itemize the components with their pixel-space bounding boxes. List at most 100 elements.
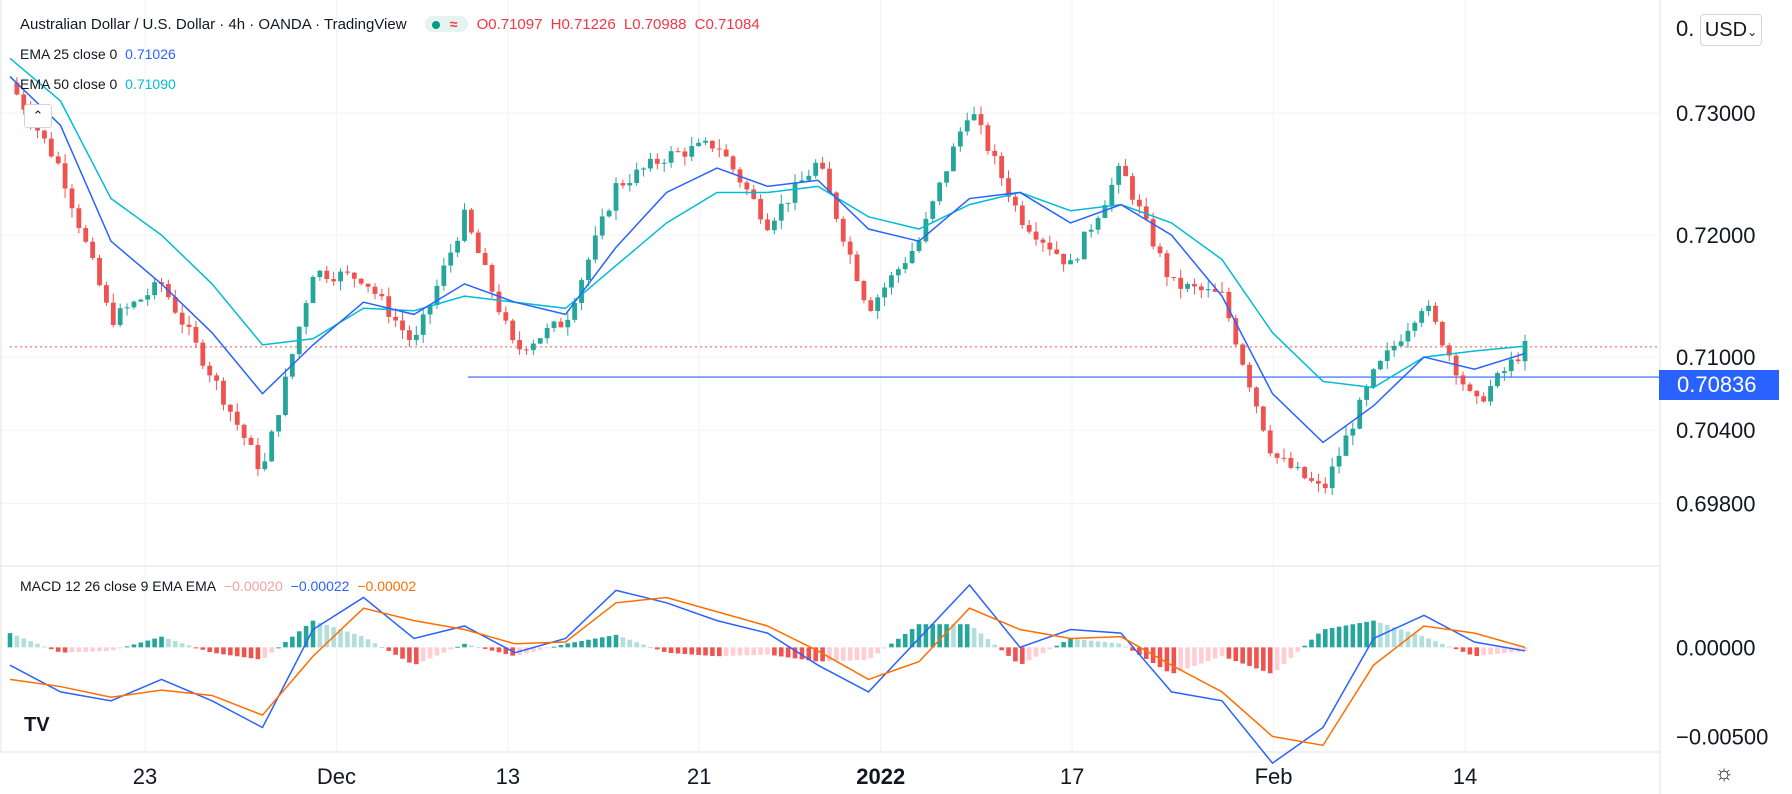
candle-up[interactable] — [441, 265, 447, 286]
candle-down[interactable] — [62, 163, 68, 189]
candle-down[interactable] — [255, 444, 261, 470]
candle-up[interactable] — [1068, 260, 1073, 265]
candle-down[interactable] — [179, 312, 185, 325]
candle-down[interactable] — [386, 296, 392, 317]
candle-down[interactable] — [1254, 387, 1259, 407]
candle-down[interactable] — [840, 218, 846, 242]
candle-up[interactable] — [1371, 369, 1376, 387]
candle-up[interactable] — [117, 308, 123, 325]
candle-down[interactable] — [1439, 321, 1445, 346]
candle-down[interactable] — [42, 130, 47, 139]
candle-down[interactable] — [351, 272, 357, 279]
candle-down[interactable] — [358, 278, 364, 284]
candle-down[interactable] — [1233, 318, 1239, 345]
ema25-line[interactable] — [9, 76, 1526, 444]
candle-down[interactable] — [1226, 291, 1232, 319]
candle-down[interactable] — [1136, 199, 1142, 207]
candle-up[interactable] — [1522, 341, 1528, 362]
candle-up[interactable] — [1081, 231, 1087, 260]
candle-down[interactable] — [1061, 253, 1067, 265]
candle-down[interactable] — [214, 375, 219, 381]
candle-down[interactable] — [55, 156, 61, 164]
symbol-title[interactable]: Australian Dollar / U.S. Dollar · 4h · O… — [20, 16, 407, 33]
candle-up[interactable] — [551, 321, 557, 329]
candle-down[interactable] — [517, 340, 522, 350]
candle-down[interactable] — [1157, 246, 1163, 254]
candle-down[interactable] — [1212, 289, 1218, 292]
candle-down[interactable] — [393, 316, 399, 321]
candle-down[interactable] — [510, 320, 516, 341]
candle-down[interactable] — [1164, 253, 1170, 278]
candle-up[interactable] — [1488, 386, 1493, 402]
candle-up[interactable] — [131, 301, 137, 308]
candle-down[interactable] — [248, 437, 254, 445]
candle-down[interactable] — [365, 283, 371, 287]
candle-up[interactable] — [875, 297, 881, 311]
market-status[interactable]: ≈ — [424, 16, 469, 32]
candle-up[interactable] — [606, 210, 612, 217]
candle-up[interactable] — [785, 202, 791, 204]
candle-down[interactable] — [110, 302, 116, 325]
candle-up[interactable] — [448, 252, 454, 266]
price-pane[interactable] — [9, 57, 1660, 496]
candle-up[interactable] — [537, 338, 543, 344]
candle-down[interactable] — [331, 279, 337, 282]
candle-down[interactable] — [827, 168, 832, 193]
candle-down[interactable] — [1267, 430, 1273, 454]
candle-up[interactable] — [276, 415, 281, 432]
macd-legend[interactable]: MACD 12 26 close 9 EMA EMA −0.00020 −0.0… — [20, 578, 420, 594]
candle-down[interactable] — [234, 411, 240, 425]
candle-down[interactable] — [1322, 483, 1328, 489]
candle-down[interactable] — [496, 291, 502, 313]
candle-down[interactable] — [221, 380, 226, 405]
candle-up[interactable] — [565, 319, 571, 328]
candle-down[interactable] — [1260, 406, 1266, 431]
ema25-legend[interactable]: EMA 25 close 0 0.71026 — [20, 46, 180, 62]
candle-down[interactable] — [1143, 206, 1149, 220]
candle-up[interactable] — [427, 305, 433, 315]
candle-down[interactable] — [1433, 305, 1438, 322]
candle-up[interactable] — [792, 182, 798, 203]
candle-down[interactable] — [675, 151, 681, 153]
candle-down[interactable] — [620, 183, 626, 186]
candle-up[interactable] — [689, 146, 695, 157]
candle-up[interactable] — [572, 302, 578, 320]
candle-up[interactable] — [696, 142, 702, 147]
candle-down[interactable] — [1281, 457, 1287, 459]
candle-down[interactable] — [1150, 219, 1156, 247]
candle-up[interactable] — [1384, 350, 1390, 361]
candle-down[interactable] — [489, 264, 495, 292]
candle-up[interactable] — [1426, 305, 1431, 312]
candle-up[interactable] — [1074, 259, 1080, 261]
candle-up[interactable] — [944, 171, 949, 183]
candle-up[interactable] — [703, 140, 708, 143]
candle-down[interactable] — [407, 330, 412, 341]
candle-up[interactable] — [310, 277, 316, 304]
candle-down[interactable] — [1123, 165, 1128, 177]
candle-up[interactable] — [1419, 311, 1425, 323]
candle-up[interactable] — [627, 183, 633, 186]
candle-up[interactable] — [613, 183, 619, 211]
candle-up[interactable] — [916, 241, 922, 251]
candle-up[interactable] — [634, 169, 640, 184]
candle-up[interactable] — [923, 218, 929, 242]
candle-down[interactable] — [978, 114, 984, 126]
candle-down[interactable] — [48, 138, 54, 157]
macd-signal-line[interactable] — [9, 596, 1526, 747]
candle-up[interactable] — [1088, 229, 1094, 232]
candle-down[interactable] — [1192, 283, 1197, 287]
candle-down[interactable] — [1198, 286, 1204, 291]
candle-down[interactable] — [83, 228, 89, 242]
candle-up[interactable] — [1205, 289, 1211, 291]
candle-down[interactable] — [1013, 196, 1018, 206]
candle-up[interactable] — [1109, 184, 1115, 206]
candle-up[interactable] — [1295, 466, 1301, 468]
candle-down[interactable] — [524, 349, 529, 351]
candle-up[interactable] — [806, 175, 812, 181]
candle-up[interactable] — [1336, 455, 1342, 467]
candle-up[interactable] — [895, 269, 901, 276]
candle-up[interactable] — [1405, 330, 1411, 342]
candle-down[interactable] — [1515, 359, 1521, 362]
candle-up[interactable] — [889, 275, 894, 288]
